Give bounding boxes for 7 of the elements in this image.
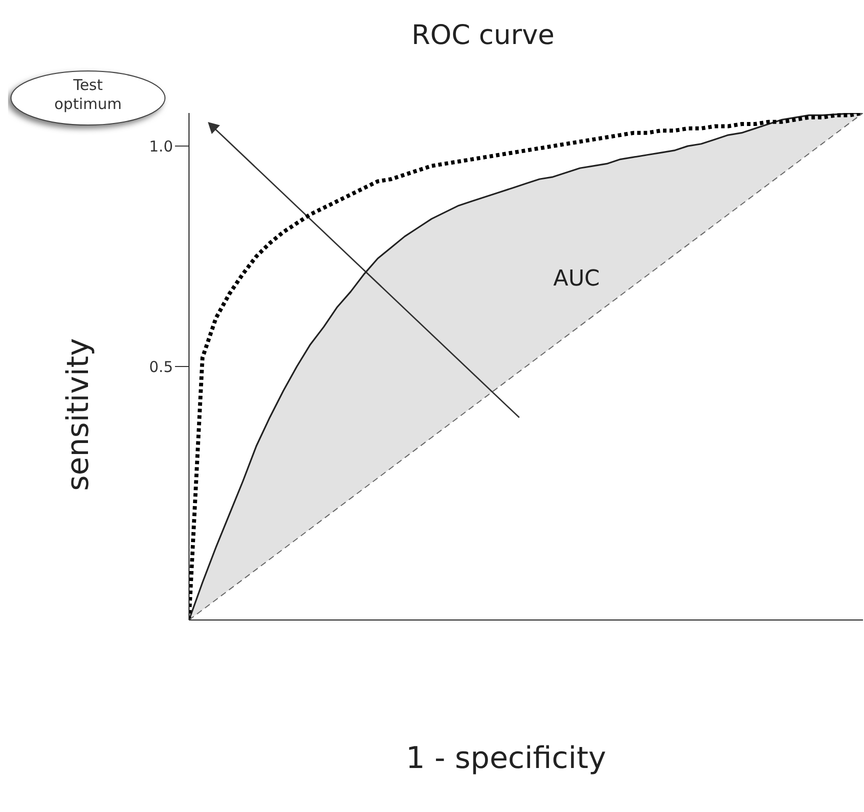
y-axis-title: sensitivity	[61, 338, 96, 491]
y-tick-label: 1.0	[149, 137, 173, 156]
text: Test optimum	[54, 76, 122, 113]
y-tick-label: 0.5	[149, 358, 173, 376]
x-axis-title: 1 - specificity	[406, 741, 606, 776]
chart-title: ROC curve	[411, 20, 555, 51]
annotation: AUC	[553, 266, 600, 292]
